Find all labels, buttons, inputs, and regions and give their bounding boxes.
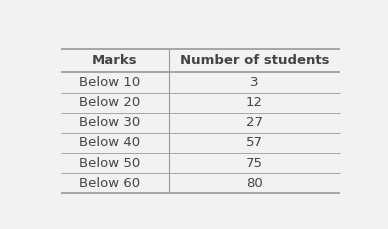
Text: Below 40: Below 40 [78,136,140,150]
Text: 27: 27 [246,116,263,129]
Text: Below 20: Below 20 [78,96,140,109]
Text: 57: 57 [246,136,263,150]
Text: Below 50: Below 50 [78,157,140,169]
Text: 80: 80 [246,177,263,190]
Text: 12: 12 [246,96,263,109]
Text: Below 30: Below 30 [78,116,140,129]
Text: 3: 3 [250,76,259,89]
Text: Below 60: Below 60 [78,177,140,190]
Text: Number of students: Number of students [180,54,329,67]
Text: Below 10: Below 10 [78,76,140,89]
Text: 75: 75 [246,157,263,169]
Text: Marks: Marks [92,54,137,67]
